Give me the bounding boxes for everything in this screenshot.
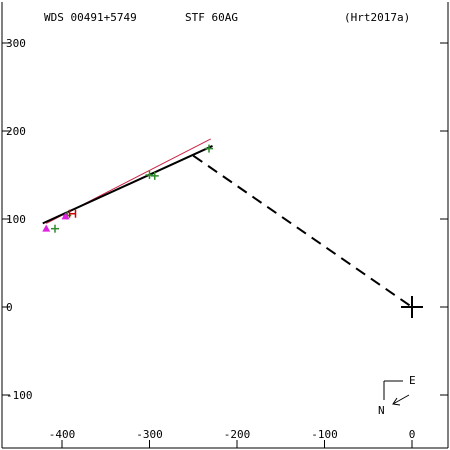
micrometer-point	[205, 144, 213, 153]
motion-arrowhead-icon	[392, 397, 401, 406]
compass-east-label: E	[409, 374, 416, 387]
x-tick-label: -100	[311, 428, 338, 441]
orbit-fit-line	[42, 145, 213, 225]
node-line-connector	[192, 154, 413, 308]
micrometer-point	[150, 171, 159, 180]
x-tick-label: -300	[136, 428, 163, 441]
speckle-point	[61, 212, 70, 220]
x-tick-label: -400	[49, 428, 76, 441]
compass-north-label: N	[378, 404, 385, 417]
compass: E N	[378, 374, 416, 417]
x-axis-ticks: -400 -300 -200 -100 0	[49, 428, 416, 448]
reference-label: (Hrt2017a)	[344, 11, 410, 24]
x-tick-label: -200	[224, 428, 251, 441]
y-tick-label: 200	[6, 125, 26, 138]
x-tick-label: 0	[409, 428, 416, 441]
primary-star-marker	[401, 296, 423, 318]
motion-arrow-icon	[392, 394, 410, 405]
micrometer-point	[145, 171, 154, 179]
y-tick-label: 100	[6, 213, 26, 226]
orbit-series	[42, 138, 423, 318]
micrometer-point	[51, 224, 59, 233]
discoverer-label: STF 60AG	[185, 11, 238, 24]
y-tick-label: 300	[6, 37, 26, 50]
y-tick-label: -100	[6, 389, 33, 402]
y-tick-label: 0	[6, 301, 13, 314]
wds-id-label: WDS 00491+5749	[44, 11, 137, 24]
speckle-point	[42, 224, 51, 232]
hipparcos-point	[68, 209, 77, 218]
y-axis-ticks: -100 0 100 200 300	[2, 37, 448, 402]
